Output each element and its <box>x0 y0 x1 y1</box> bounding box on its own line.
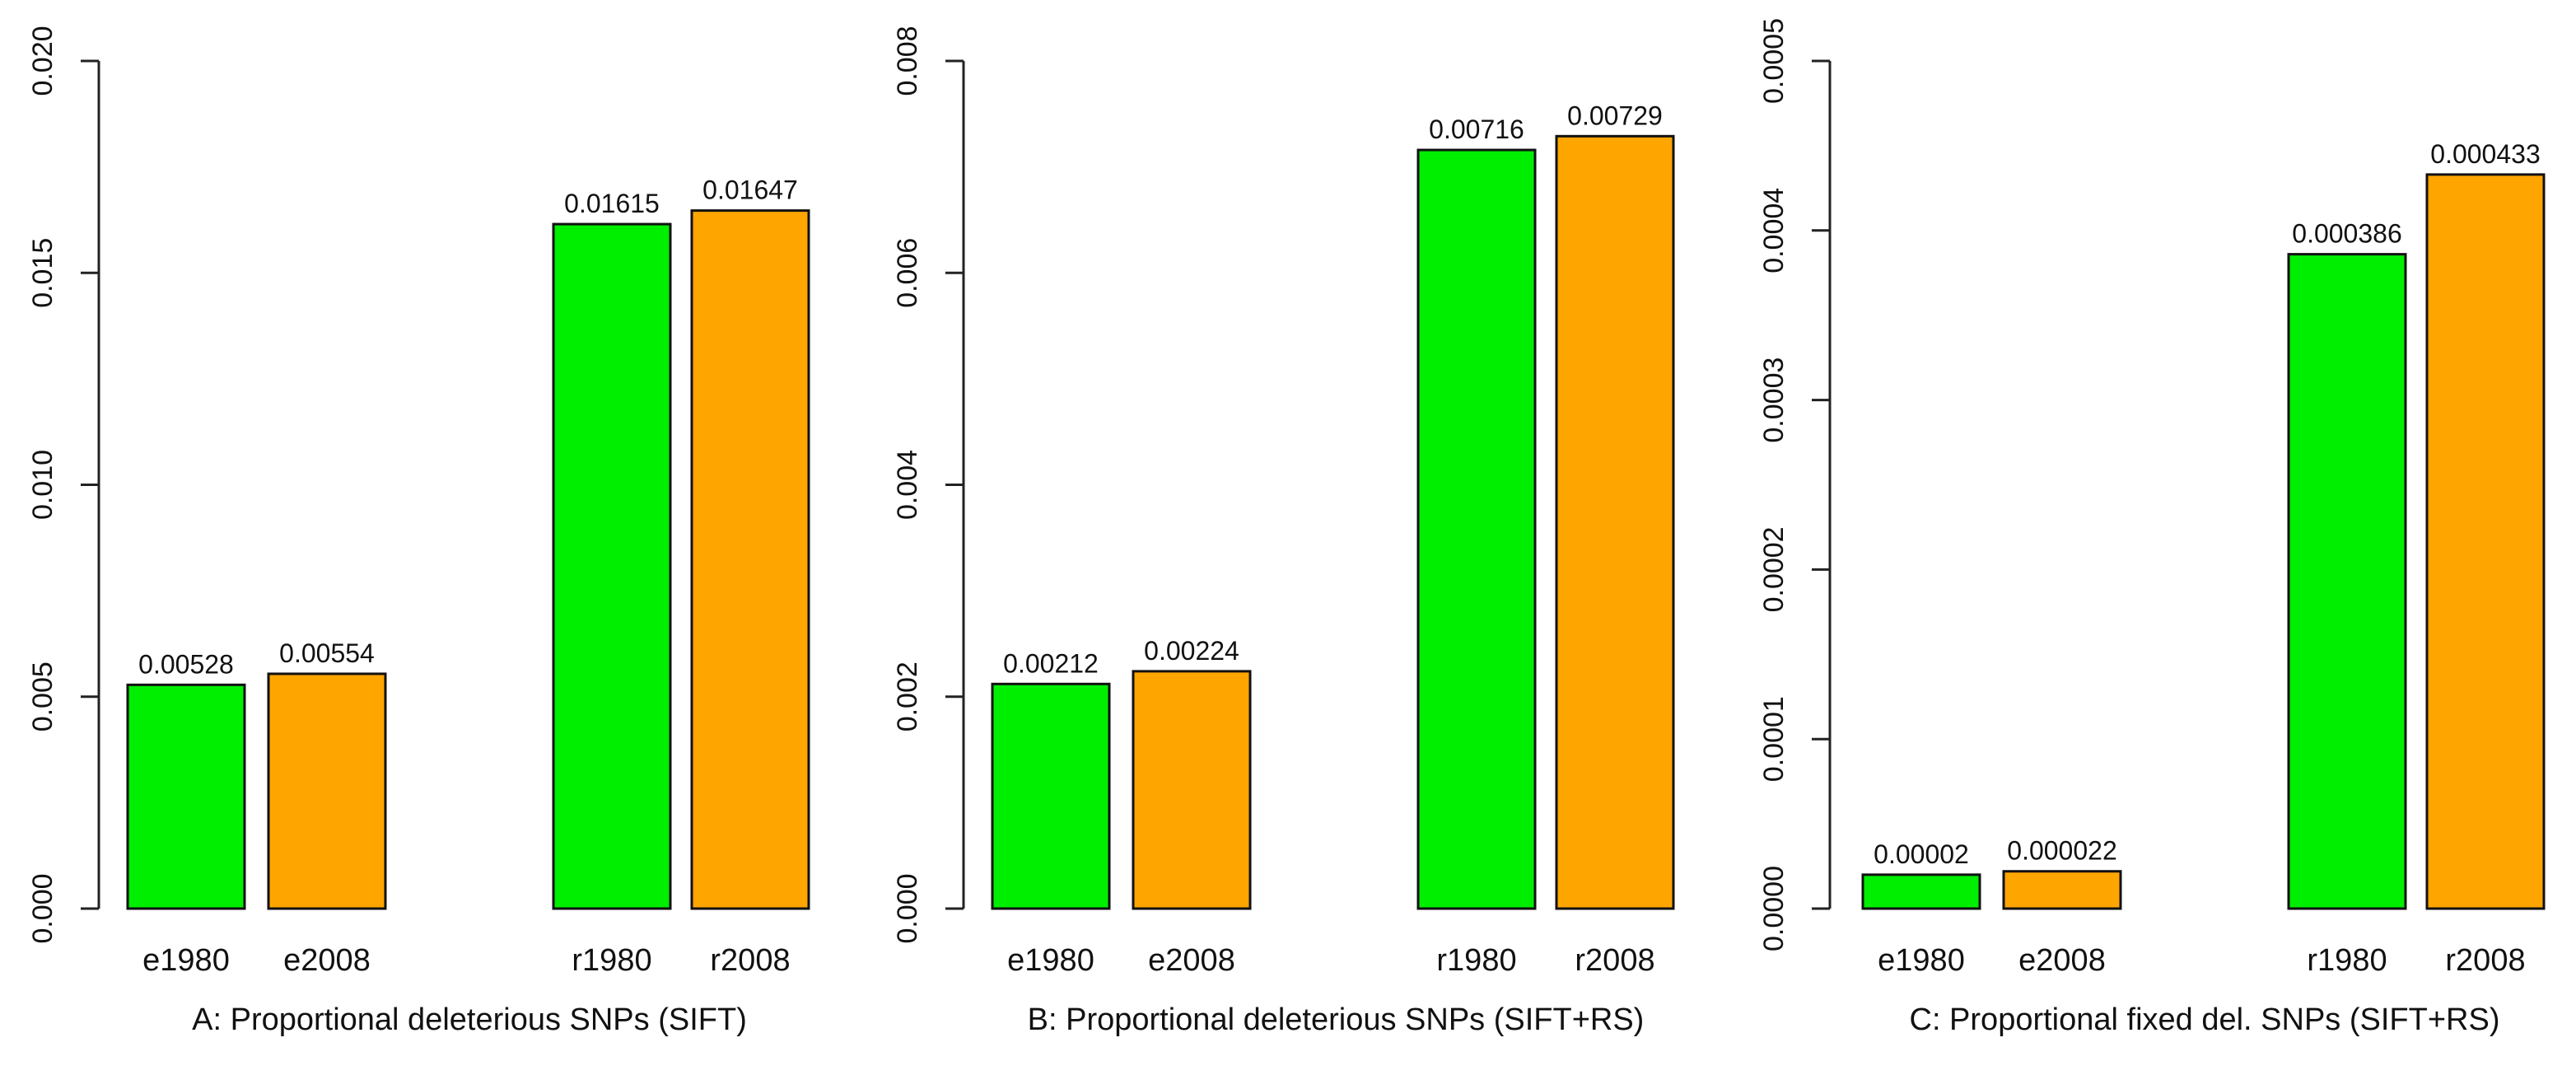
y-tick-label: 0.0000 <box>1758 866 1790 951</box>
y-tick-label: 0.000 <box>27 873 58 943</box>
bar-r1980 <box>2287 253 2407 910</box>
data-label: 0.00528 <box>138 649 234 679</box>
category-label: e2008 <box>2018 943 2106 978</box>
y-tick-label: 0.004 <box>892 450 923 520</box>
y-tick-label: 0.0001 <box>1758 696 1790 782</box>
category-label: r1980 <box>2307 943 2387 978</box>
data-label: 0.00224 <box>1144 636 1239 666</box>
data-label: 0.00212 <box>1003 648 1099 678</box>
bar-r1980 <box>1416 148 1537 910</box>
bar-e1980 <box>1861 873 1981 910</box>
y-tick-label: 0.0003 <box>1758 358 1790 443</box>
y-tick-label: 0.0004 <box>1758 188 1790 273</box>
y-tick-label: 0.000 <box>892 873 923 943</box>
panel-c: 0.0000 0.0001 0.0002 0.0003 0.0004 0.0005 0.00… <box>1758 18 2546 1037</box>
category-label: r2008 <box>1575 943 1654 978</box>
category-label: e2008 <box>283 943 371 978</box>
y-tick-label: 0.008 <box>892 26 923 96</box>
category-label: r1980 <box>572 943 651 978</box>
y-tick-label: 0.002 <box>892 661 923 731</box>
panel-b: 0.000 0.002 0.004 0.006 0.008 0.00212 e1980 0.0… <box>892 26 1675 1037</box>
y-tick-label: 0.0005 <box>1758 18 1790 104</box>
data-label: 0.000433 <box>2430 139 2540 169</box>
panel-a: 0.000 0.005 0.010 0.015 0.020 0.00528 e1980 0.0… <box>27 26 810 1037</box>
category-label: r2008 <box>2445 943 2525 978</box>
category-label: r1980 <box>1436 943 1516 978</box>
bar-e1980 <box>126 683 246 910</box>
y-tick-label: 0.0002 <box>1758 526 1790 612</box>
data-label: 0.01615 <box>564 189 660 218</box>
bar-r2008 <box>1555 134 1675 910</box>
bar-e2008 <box>2002 870 2122 910</box>
category-label: e2008 <box>1148 943 1235 978</box>
y-tick-label: 0.006 <box>892 238 923 308</box>
bar-e2008 <box>1132 670 1252 910</box>
data-label: 0.000386 <box>2292 219 2401 249</box>
panel-caption: C: Proportional fixed del. SNPs (SIFT+RS… <box>1910 1003 2500 1037</box>
data-label: 0.00002 <box>1874 839 1969 869</box>
bar-e1980 <box>991 682 1111 910</box>
data-label: 0.00729 <box>1567 100 1663 130</box>
bar-r2008 <box>2425 173 2546 910</box>
category-label: e1980 <box>1007 943 1094 978</box>
data-label: 0.00554 <box>279 638 375 668</box>
y-tick-label: 0.005 <box>27 661 58 731</box>
y-tick-label: 0.020 <box>27 26 58 96</box>
bar-r2008 <box>690 209 810 910</box>
data-label: 0.01647 <box>702 175 798 205</box>
y-tick-label: 0.010 <box>27 450 58 520</box>
bar-r1980 <box>552 222 672 910</box>
category-label: r2008 <box>710 943 790 978</box>
y-tick-label: 0.015 <box>27 238 58 308</box>
data-label: 0.000022 <box>2007 836 2116 866</box>
data-label: 0.00716 <box>1429 115 1524 144</box>
category-label: e1980 <box>1878 943 1965 978</box>
bar-e2008 <box>267 672 387 910</box>
category-label: e1980 <box>142 943 230 978</box>
panel-caption: A: Proportional deleterious SNPs (SIFT) <box>192 1003 747 1037</box>
panel-caption: B: Proportional deleterious SNPs (SIFT+R… <box>1028 1003 1645 1037</box>
